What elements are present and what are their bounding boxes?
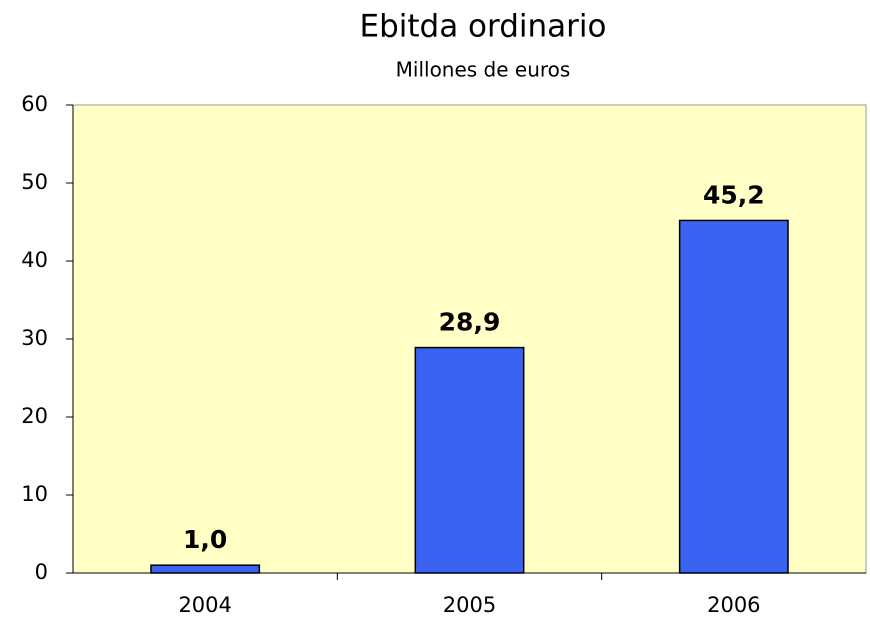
value-label: 28,9 bbox=[439, 308, 501, 337]
y-tick-label: 20 bbox=[21, 404, 48, 428]
x-tick-label: 2004 bbox=[178, 593, 231, 617]
bar bbox=[414, 346, 525, 574]
x-tick-label: 2005 bbox=[443, 593, 496, 617]
y-tick-label: 40 bbox=[21, 248, 48, 272]
value-label: 1,0 bbox=[183, 525, 227, 554]
value-label: 45,2 bbox=[703, 180, 765, 209]
y-tick-label: 0 bbox=[35, 560, 48, 584]
y-tick-label: 50 bbox=[21, 170, 48, 194]
chart-title: Ebitda ordinario bbox=[360, 9, 607, 45]
bar bbox=[678, 219, 789, 574]
y-tick-label: 60 bbox=[21, 92, 48, 116]
x-tick-label: 2006 bbox=[707, 593, 760, 617]
y-tick-label: 30 bbox=[21, 326, 48, 350]
y-tick-label: 10 bbox=[21, 482, 48, 506]
bar bbox=[150, 564, 261, 574]
chart-subtitle: Millones de euros bbox=[396, 58, 571, 82]
